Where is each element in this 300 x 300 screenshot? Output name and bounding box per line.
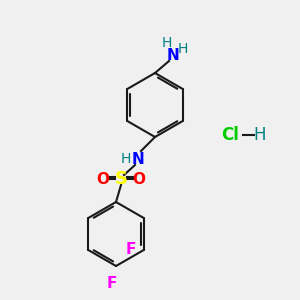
Text: H: H — [121, 152, 131, 166]
Text: F: F — [125, 242, 136, 257]
Text: O: O — [97, 172, 110, 187]
Text: H: H — [162, 36, 172, 50]
Text: O: O — [133, 172, 146, 187]
Text: N: N — [132, 152, 144, 166]
Text: F: F — [107, 276, 117, 291]
Text: Cl: Cl — [221, 126, 239, 144]
Text: H: H — [178, 42, 188, 56]
Text: N: N — [167, 47, 179, 62]
Text: S: S — [115, 170, 128, 188]
Text: H: H — [254, 126, 266, 144]
